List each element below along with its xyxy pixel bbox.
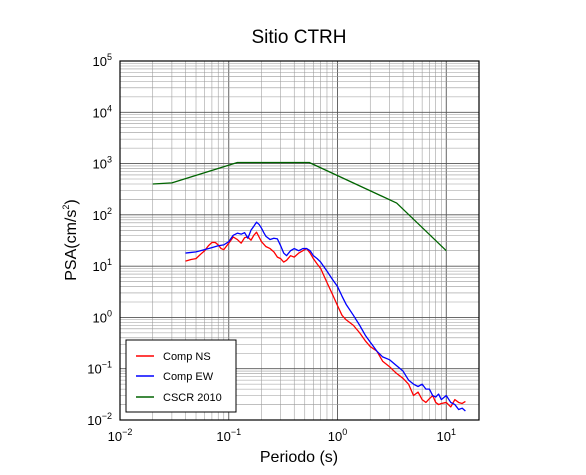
x-tick-label: 10−1 (216, 427, 241, 444)
plot-frame (119, 60, 480, 421)
y-axis-label-end: ) (63, 199, 80, 204)
y-axis-label: PSA(cm/s2) (61, 199, 80, 280)
x-tick-exp: 0 (342, 427, 347, 437)
x-tick-exp: 1 (451, 427, 456, 437)
y-tick-exp: 5 (107, 52, 112, 62)
y-tick-label: 10−2 (87, 411, 112, 428)
x-tick-label: 100 (328, 427, 347, 444)
x-tick-label: 10−2 (108, 427, 133, 444)
y-tick-exp: 4 (107, 103, 112, 113)
legend-label-ew: Comp EW (163, 371, 214, 383)
y-tick-label: 104 (93, 103, 112, 120)
y-axis-label-base: PSA(cm/s (63, 210, 80, 281)
x-tick-base: 10 (437, 429, 451, 444)
legend-label-ns: Comp NS (163, 351, 211, 363)
series-comp-ns (185, 231, 466, 408)
y-tick-exp: −2 (102, 411, 112, 421)
y-tick-label: 100 (93, 308, 112, 325)
series-comp-ew (185, 221, 466, 412)
x-tick-base: 10 (108, 429, 122, 444)
y-tick-base: 10 (93, 208, 107, 223)
y-tick-base: 10 (87, 413, 101, 428)
x-tick-label: 101 (437, 427, 456, 444)
series-layer (152, 161, 466, 412)
series-cscr-2010 (152, 161, 447, 252)
y-tick-label: 103 (93, 155, 112, 172)
y-tick-base: 10 (93, 105, 107, 120)
x-tick-exp: −1 (231, 427, 241, 437)
y-tick-base: 10 (93, 157, 107, 172)
y-tick-base: 10 (93, 259, 107, 274)
x-tick-labels: 10−2 10−1 100 101 (108, 427, 456, 444)
y-tick-exp: −1 (102, 360, 112, 370)
y-tick-exp: 0 (107, 308, 112, 318)
x-tick-base: 10 (216, 429, 230, 444)
x-tick-exp: −2 (122, 427, 132, 437)
y-tick-exp: 1 (107, 257, 112, 267)
y-tick-label: 102 (93, 206, 112, 223)
grid (119, 60, 480, 421)
y-tick-label: 101 (93, 257, 112, 274)
x-axis-label: Periodo (s) (260, 449, 338, 466)
y-tick-base: 10 (93, 54, 107, 69)
y-axis-label-sup: 2 (61, 205, 71, 210)
chart-title: Sitio CTRH (251, 27, 346, 48)
y-tick-label: 105 (93, 52, 112, 69)
y-tick-exp: 2 (107, 206, 112, 216)
y-tick-exp: 3 (107, 155, 112, 165)
x-tick-base: 10 (328, 429, 342, 444)
y-tick-label: 10−1 (87, 360, 112, 377)
legend-label-cscr: CSCR 2010 (163, 392, 222, 404)
legend: Comp NS Comp EW CSCR 2010 (125, 339, 237, 413)
y-tick-base: 10 (93, 310, 107, 325)
y-tick-base: 10 (87, 362, 101, 377)
